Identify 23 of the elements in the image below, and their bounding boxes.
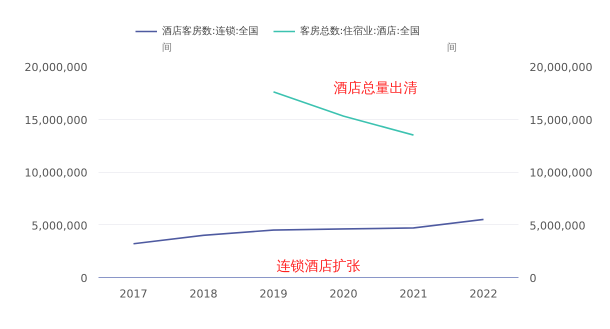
y2-axis-title: 间 [446,42,457,54]
y2-tick-label: 5,000,000 [530,219,586,232]
x-tick-label: 2018 [190,288,218,300]
y2-tick-label: 10,000,000 [530,166,592,180]
annotation: 连锁酒店扩张 [276,258,360,274]
legend-label: 酒店客房数:连锁:全国 [162,24,259,38]
y2-tick-label: 0 [530,272,536,285]
y-tick-label: 10,000,000 [24,166,88,180]
line-series [132,218,484,245]
x-tick-label: 2017 [120,288,148,300]
x-tick-label: 2019 [260,288,288,300]
y-tick-label: 5,000,000 [32,219,88,232]
x-tick-label: 2021 [400,288,428,300]
y-axis-title: 间 [162,42,172,54]
y2-tick-label: 20,000,000 [530,61,592,74]
x-tick-label: 2022 [470,288,498,300]
x-tick-label: 2020 [330,288,358,300]
legend-label: 客房总数:住宿业:酒店:全国 [300,24,420,38]
y-tick-label: 0 [80,272,88,285]
y-tick-label: 15,000,000 [24,114,88,127]
y-tick-label: 20,000,000 [24,61,88,74]
y2-tick-label: 15,000,000 [530,114,592,127]
annotation: 酒店总量出清 [334,80,418,96]
